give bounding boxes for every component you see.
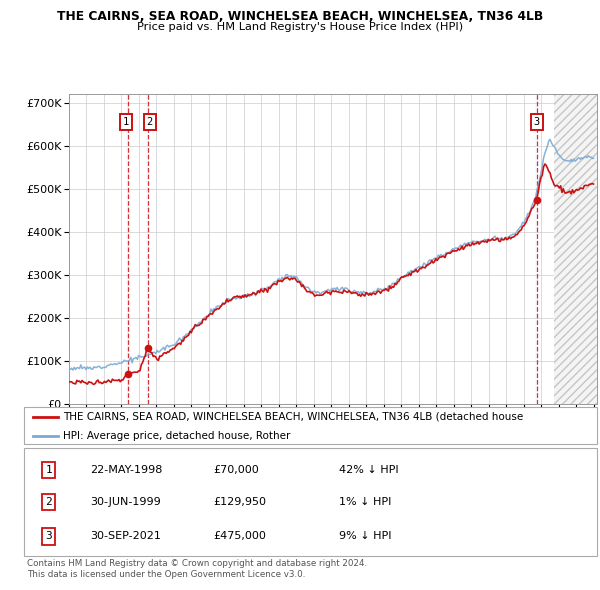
Text: 3: 3 (533, 117, 540, 127)
Text: 2: 2 (45, 497, 52, 507)
Text: 3: 3 (45, 532, 52, 542)
FancyBboxPatch shape (24, 448, 597, 556)
Text: 9% ↓ HPI: 9% ↓ HPI (339, 532, 392, 542)
Text: 2: 2 (146, 117, 153, 127)
Text: £475,000: £475,000 (213, 532, 266, 542)
Bar (554, 94, 600, 404)
Bar (535, 94, 538, 404)
Text: Contains HM Land Registry data © Crown copyright and database right 2024.
This d: Contains HM Land Registry data © Crown c… (27, 559, 367, 579)
Bar (554, 94, 600, 404)
Text: 42% ↓ HPI: 42% ↓ HPI (339, 465, 399, 475)
Text: THE CAIRNS, SEA ROAD, WINCHELSEA BEACH, WINCHELSEA, TN36 4LB (detached house: THE CAIRNS, SEA ROAD, WINCHELSEA BEACH, … (63, 412, 523, 422)
FancyBboxPatch shape (24, 407, 597, 444)
Text: £70,000: £70,000 (213, 465, 259, 475)
Text: £129,950: £129,950 (213, 497, 266, 507)
Text: THE CAIRNS, SEA ROAD, WINCHELSEA BEACH, WINCHELSEA, TN36 4LB: THE CAIRNS, SEA ROAD, WINCHELSEA BEACH, … (57, 10, 543, 23)
Text: 1: 1 (45, 465, 52, 475)
Text: 1: 1 (123, 117, 129, 127)
Text: 30-SEP-2021: 30-SEP-2021 (90, 532, 161, 542)
Bar (146, 94, 149, 404)
Text: 22-MAY-1998: 22-MAY-1998 (90, 465, 162, 475)
Text: Price paid vs. HM Land Registry's House Price Index (HPI): Price paid vs. HM Land Registry's House … (137, 22, 463, 32)
Text: 1% ↓ HPI: 1% ↓ HPI (339, 497, 392, 507)
Text: HPI: Average price, detached house, Rother: HPI: Average price, detached house, Roth… (63, 431, 290, 441)
Bar (127, 94, 130, 404)
Text: 30-JUN-1999: 30-JUN-1999 (90, 497, 161, 507)
